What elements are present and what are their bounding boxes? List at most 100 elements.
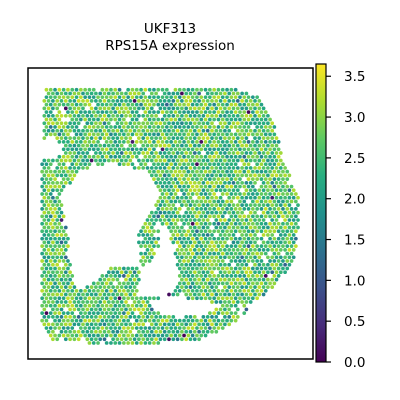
spot <box>117 303 122 308</box>
spot <box>259 125 264 129</box>
spot <box>111 322 115 327</box>
spot <box>147 125 152 129</box>
spot <box>169 326 173 330</box>
spot <box>63 173 68 178</box>
spot <box>201 233 206 237</box>
spot <box>220 296 225 301</box>
spot <box>102 285 107 289</box>
spot <box>141 322 146 327</box>
spot <box>276 251 281 256</box>
spot <box>102 158 107 163</box>
spot <box>167 173 171 178</box>
spot <box>87 303 92 308</box>
spot <box>137 158 141 163</box>
spot <box>68 277 72 282</box>
colorbar-tick-label: 0.0 <box>344 355 365 371</box>
spot <box>255 162 259 167</box>
spot <box>137 337 141 342</box>
spot <box>109 95 113 100</box>
spot <box>248 158 253 163</box>
spot <box>283 248 287 252</box>
spot <box>162 151 167 155</box>
spot <box>240 300 244 304</box>
spot <box>173 192 178 196</box>
spot <box>109 341 113 345</box>
spot <box>61 147 66 152</box>
spot <box>205 180 210 185</box>
spot <box>192 315 197 319</box>
spot <box>216 207 221 211</box>
spot <box>274 248 279 252</box>
spot <box>276 169 281 174</box>
spot <box>285 214 290 219</box>
spot <box>203 274 208 278</box>
spot <box>266 225 270 230</box>
spot <box>111 136 115 140</box>
spot <box>126 266 130 271</box>
spot <box>160 214 165 219</box>
spot <box>210 300 214 304</box>
spot <box>203 259 208 263</box>
spot <box>218 180 223 185</box>
spot <box>229 214 234 219</box>
spot <box>220 251 225 256</box>
spot <box>268 132 272 137</box>
spot <box>68 285 72 289</box>
spot <box>40 184 45 189</box>
spot <box>240 225 244 230</box>
spot <box>188 240 193 245</box>
spot <box>182 251 186 256</box>
spot <box>261 262 266 267</box>
spot <box>289 184 294 189</box>
spot <box>212 110 216 114</box>
spot <box>287 262 292 267</box>
spot <box>48 251 53 256</box>
spot <box>270 143 275 148</box>
spot <box>272 125 277 129</box>
spot <box>182 199 186 204</box>
spot <box>61 251 66 256</box>
spot <box>251 177 255 181</box>
spot <box>259 199 264 204</box>
spot <box>270 203 275 208</box>
spot <box>231 292 236 297</box>
spot <box>53 177 57 181</box>
spot <box>137 270 141 275</box>
spot <box>216 102 221 107</box>
spot <box>102 121 107 126</box>
spot <box>115 99 120 103</box>
spot <box>63 128 68 133</box>
spot <box>263 288 268 293</box>
spot <box>201 255 206 260</box>
spot <box>257 143 262 148</box>
spot <box>57 221 62 226</box>
spot <box>171 151 176 155</box>
spot <box>268 117 272 122</box>
spot <box>128 337 133 342</box>
spot <box>70 87 75 92</box>
spot <box>253 233 257 237</box>
spot <box>57 199 62 204</box>
spot <box>53 95 57 100</box>
spot <box>192 106 197 111</box>
spot <box>42 262 47 267</box>
spot <box>113 288 118 293</box>
spot <box>169 318 173 323</box>
spot <box>246 281 251 286</box>
spot <box>152 229 156 234</box>
spot <box>61 244 66 248</box>
spot <box>220 147 225 152</box>
spot <box>272 229 277 234</box>
spot <box>143 259 148 263</box>
spot <box>233 251 238 256</box>
spot <box>266 188 270 193</box>
spot <box>109 110 113 114</box>
spot <box>244 248 249 252</box>
spot <box>212 296 216 301</box>
spot <box>117 288 122 293</box>
spot <box>68 322 72 327</box>
spot <box>115 136 120 140</box>
spot <box>242 221 247 226</box>
spot <box>180 121 184 126</box>
spot <box>233 296 238 301</box>
